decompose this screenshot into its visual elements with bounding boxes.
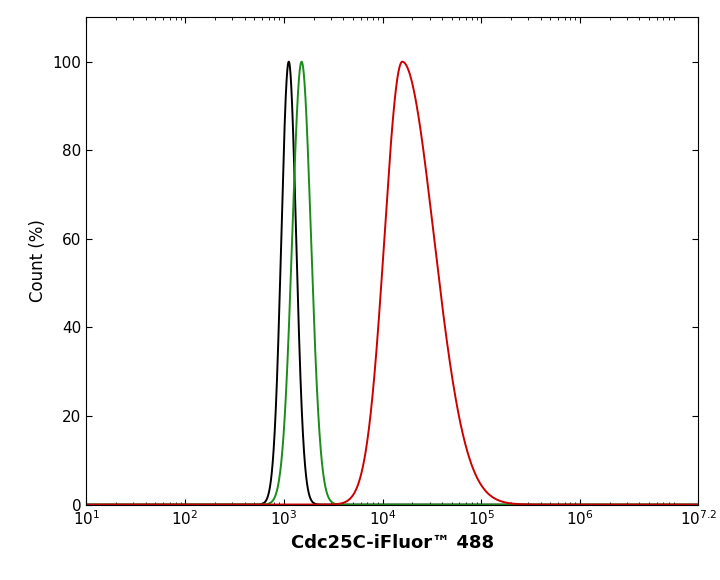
X-axis label: Cdc25C-iFluor™ 488: Cdc25C-iFluor™ 488	[291, 534, 494, 552]
Y-axis label: Count (%): Count (%)	[29, 220, 47, 302]
